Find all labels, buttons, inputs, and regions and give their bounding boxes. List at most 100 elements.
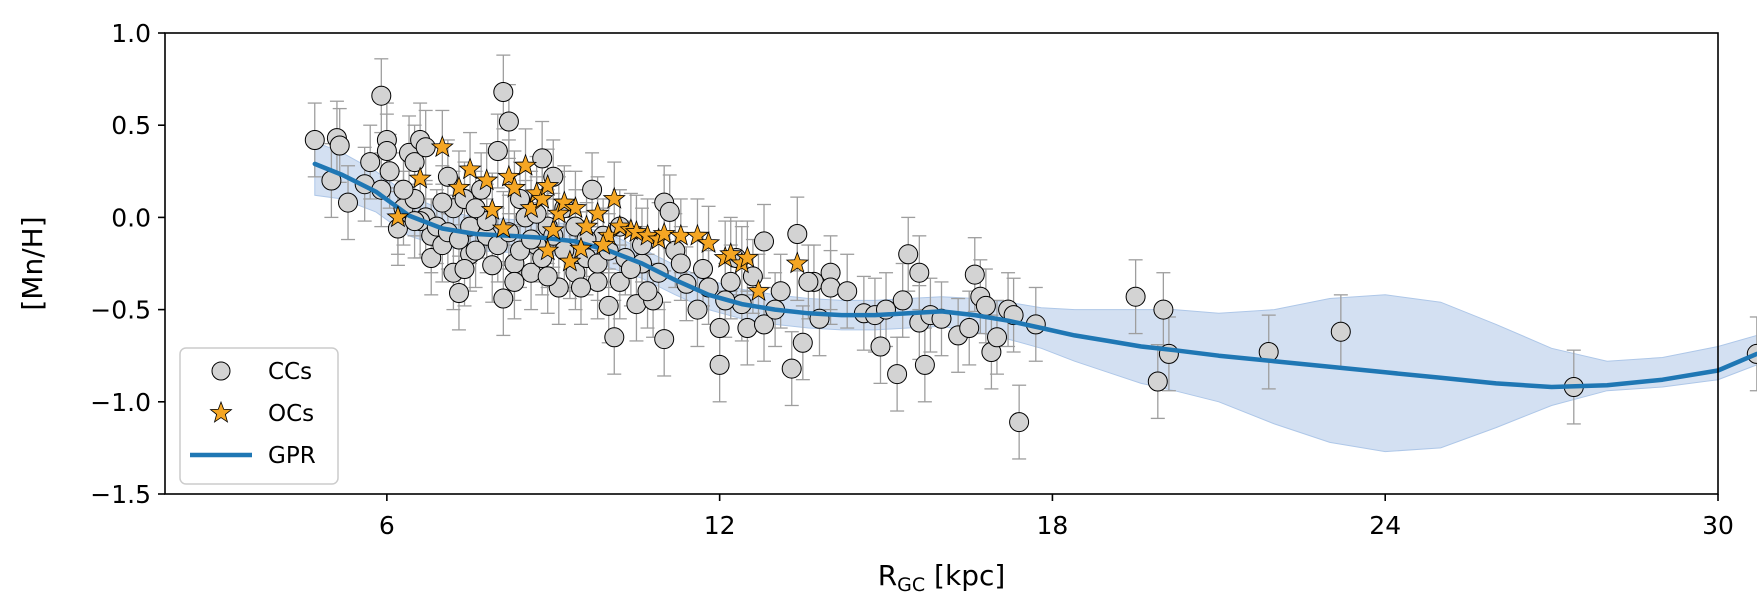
x-tick-label: 6	[379, 511, 395, 540]
cc-point	[770, 281, 791, 302]
cc-point	[582, 179, 603, 200]
cc-point	[537, 266, 558, 287]
cc-point	[754, 231, 774, 252]
oc-point	[608, 214, 632, 237]
cc-point	[465, 240, 486, 261]
cc-point	[493, 82, 514, 102]
cc-point	[510, 189, 530, 209]
cc-point	[371, 85, 392, 106]
cc-point	[404, 152, 425, 173]
cc-point	[654, 329, 675, 350]
cc-point	[798, 271, 819, 292]
x-tick-label: 18	[1037, 511, 1069, 540]
oc-point	[558, 249, 582, 272]
cc-point	[898, 244, 919, 265]
cc-point	[720, 271, 741, 292]
oc-point	[785, 251, 809, 274]
cc-point	[892, 290, 913, 311]
cc-point	[329, 135, 350, 156]
cc-point	[1125, 286, 1146, 307]
cc-point	[415, 137, 436, 158]
x-axis-label: RGC [kpc]	[878, 559, 1006, 596]
cc-point	[914, 354, 935, 375]
cc-point	[493, 288, 514, 309]
cc-point	[504, 271, 525, 292]
cc-point	[637, 281, 658, 302]
y-tick-label: −1.0	[90, 388, 151, 417]
oc-point	[386, 205, 410, 228]
plot-frame	[164, 32, 1719, 495]
x-axis-ticks: 6 12 18 24 30	[379, 494, 1734, 540]
cc-point	[975, 295, 996, 316]
cc-point	[1009, 412, 1030, 433]
cc-point	[870, 336, 891, 357]
cc-point	[421, 248, 442, 268]
cc-point	[754, 314, 774, 335]
cc-point	[304, 130, 325, 150]
oc-point	[536, 238, 560, 261]
cc-point	[532, 148, 553, 169]
oc-point	[547, 201, 571, 224]
cc-point	[604, 327, 625, 348]
cc-point	[959, 318, 980, 338]
cc-point	[379, 161, 400, 182]
oc-point	[513, 153, 538, 176]
cc-point	[693, 259, 713, 279]
cc-point	[837, 281, 858, 302]
oc-point	[591, 232, 615, 255]
ocs-points-layer	[386, 135, 809, 301]
cc-point	[787, 224, 808, 244]
cc-point	[670, 253, 691, 274]
cc-point	[498, 111, 519, 132]
oc-point	[602, 186, 626, 209]
y-tick-label: 0.0	[111, 203, 151, 232]
cc-point	[487, 141, 508, 161]
y-axis-label: [Mn/H]	[16, 216, 49, 310]
legend-box	[179, 347, 339, 485]
oc-point	[735, 245, 759, 268]
oc-point	[530, 186, 554, 209]
oc-point	[480, 197, 504, 220]
x-tick-label: 30	[1702, 511, 1734, 540]
cc-point	[432, 192, 453, 213]
y-tick-label: −1.5	[90, 480, 151, 509]
oc-point	[719, 242, 743, 265]
y-tick-label: 0.5	[111, 111, 151, 140]
legend-ccs-marker	[211, 361, 231, 381]
cc-point	[964, 264, 985, 285]
cc-point	[482, 255, 503, 276]
cc-point	[987, 327, 1007, 348]
cc-point	[659, 201, 680, 222]
cc-point	[1153, 299, 1174, 320]
cc-point	[737, 318, 758, 338]
oc-point	[447, 175, 471, 198]
y-tick-label: −0.5	[90, 296, 151, 325]
x-tick-label: 24	[1369, 511, 1401, 540]
y-tick-label: 1.0	[111, 19, 151, 48]
x-axis-label-unit: [kpc]	[925, 559, 1005, 592]
cc-point	[820, 277, 841, 298]
cc-point	[449, 283, 469, 303]
oc-point	[624, 220, 649, 242]
cc-point	[887, 364, 908, 385]
oc-point	[569, 236, 593, 259]
oc-point	[586, 201, 610, 224]
cc-point	[393, 179, 414, 200]
cc-point	[338, 192, 358, 213]
cc-point	[1147, 371, 1168, 392]
legend-gpr-label: GPR	[268, 443, 316, 469]
cc-point	[792, 332, 813, 353]
oc-point	[497, 164, 521, 187]
oc-point	[685, 223, 710, 246]
oc-point	[552, 190, 576, 213]
legend-ccs-label: CCs	[268, 359, 312, 385]
cc-point	[709, 354, 730, 375]
cc-point	[1330, 321, 1351, 342]
oc-point	[541, 218, 565, 241]
cc-point	[609, 271, 630, 292]
cc-point	[909, 262, 930, 283]
cc-point	[781, 358, 802, 379]
oc-point	[746, 279, 771, 301]
oc-point	[458, 157, 482, 180]
